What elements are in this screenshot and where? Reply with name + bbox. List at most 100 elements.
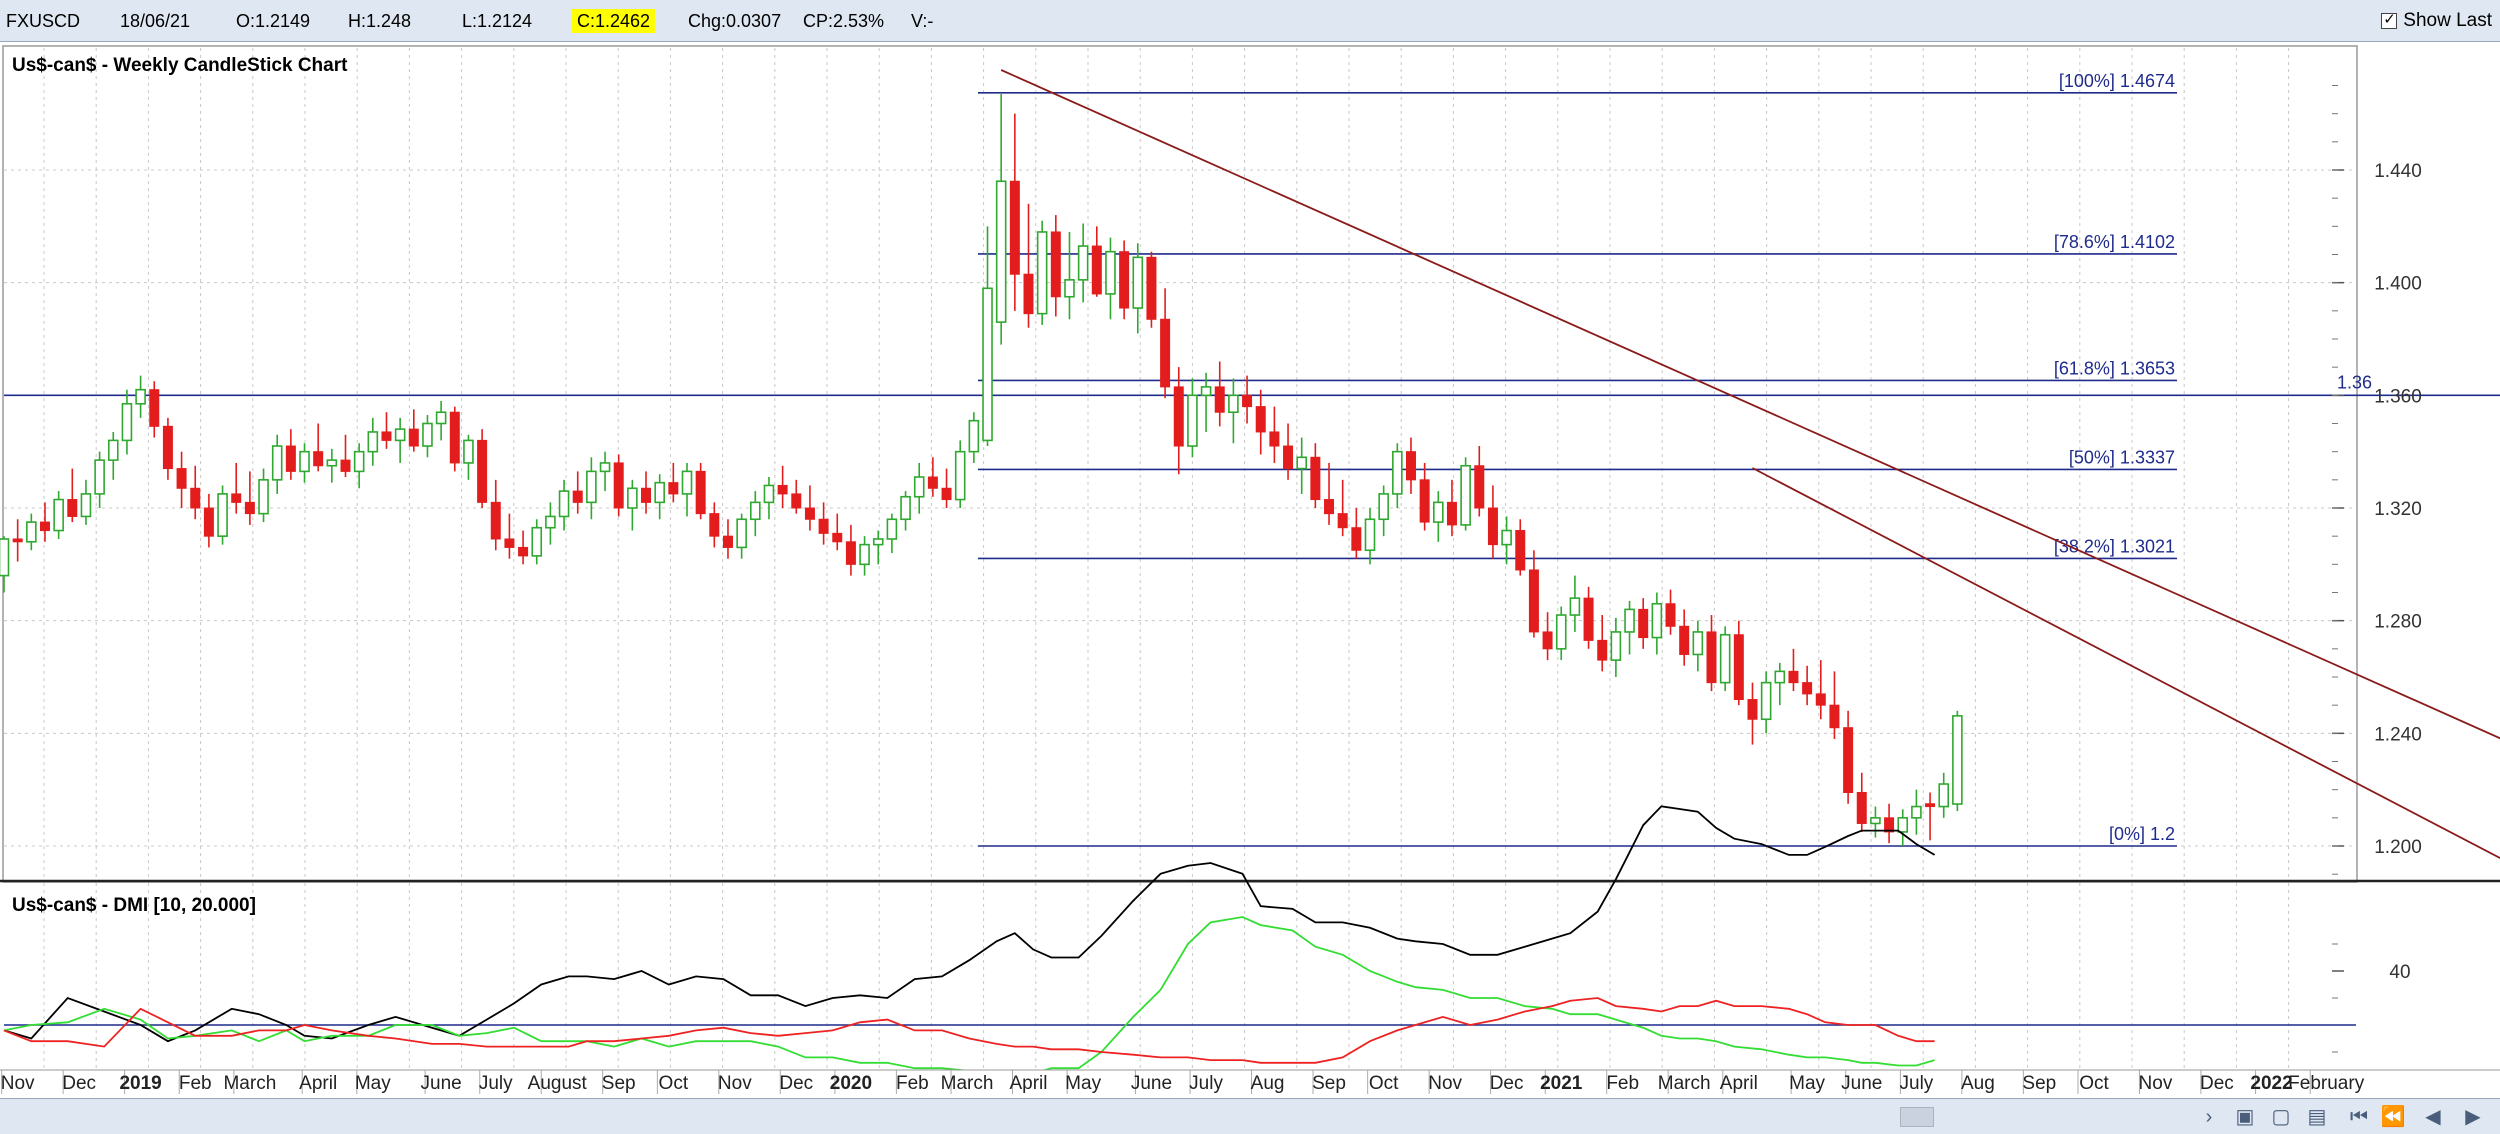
candle-body-up [463, 439, 474, 464]
candle-body-up [1187, 394, 1198, 447]
candle-body-down [1255, 406, 1266, 433]
dmi-minus-di-line [3, 997, 1935, 1064]
price-chart-title: Us$-can$ - Weekly CandleStick Chart [12, 55, 348, 76]
candle-body-up [1911, 805, 1922, 819]
time-tick-label: Feb [896, 1073, 929, 1094]
candle-body-up [954, 450, 966, 501]
candle-body-up [968, 419, 980, 453]
candle-body-down [162, 425, 173, 470]
candle-body-down [244, 501, 255, 515]
time-tick-label: Sep [602, 1073, 636, 1094]
quote-toolbar: FXUSCD 18/06/21 O:1.2149 H:1.248 L:1.212… [0, 0, 2500, 42]
time-tick-label: Nov [718, 1073, 752, 1094]
candle-body-down [668, 482, 679, 495]
fib-level-label: [100%] 1.4674 [2059, 71, 2175, 91]
candle-body-up [107, 439, 119, 461]
time-tick-label: July [1189, 1073, 1223, 1094]
fibonacci-levels: [100%] 1.4674 [78.6%] 1.4102 [61.8%] 1.365… [978, 71, 2177, 847]
symbol-label: FXUSCD [6, 11, 81, 31]
time-tick-label: 2019 [119, 1073, 161, 1094]
chart-background [0, 42, 2500, 1098]
show-last-toggle[interactable]: Show Last [2381, 9, 2492, 33]
price-tick-label: 1.440 [2374, 161, 2422, 182]
candle-body-up [1952, 715, 1963, 805]
time-tick-label: July [479, 1073, 513, 1094]
candle-body-down [1269, 431, 1280, 447]
candle-body-down [449, 411, 460, 464]
candle-body-up [1392, 450, 1403, 495]
high-label: H:1.248 [348, 11, 412, 31]
candle-body-down [709, 513, 720, 537]
candle-body-up [627, 487, 638, 509]
candlesticks [0, 93, 1963, 846]
candle-body-down [408, 428, 419, 447]
candle-body-up [586, 470, 597, 504]
candle-body-up [1433, 501, 1444, 523]
candle-body-up [94, 459, 105, 495]
trend-channel[interactable] [1000, 69, 2500, 867]
candle-body-up [982, 287, 993, 442]
candle-body-down [1638, 608, 1649, 639]
time-tick-label: April [1720, 1073, 1758, 1094]
candle-body-up [886, 518, 898, 540]
time-tick-label: May [1789, 1073, 1825, 1094]
zoom-in-icon[interactable]: ▣ [2235, 1106, 2255, 1128]
candle-body-down [176, 468, 187, 489]
next-bar-icon[interactable]: ▶ [2465, 1106, 2481, 1128]
candle-body-up [913, 476, 925, 498]
candle-body-down [1173, 386, 1184, 447]
dmi-plus-di-line [3, 916, 1935, 1075]
candle-body-down [1679, 625, 1690, 655]
time-tick-label: May [1065, 1073, 1101, 1094]
candle-body-down [504, 538, 515, 548]
candle-body-down [791, 493, 802, 509]
first-bar-icon[interactable]: ⏮ [2350, 1106, 2368, 1128]
candle-body-up [217, 493, 228, 537]
time-scrollbar[interactable]: › ▣ ▢ ▤ ⏮ ⏪ ◀ ▶ [0, 1098, 2500, 1134]
candle-body-up [1870, 817, 1881, 825]
time-tick-label: June [1841, 1073, 1882, 1094]
time-tick-label: Dec [2200, 1073, 2234, 1094]
candle-body-down [1023, 273, 1034, 315]
candle-body-up [995, 180, 1007, 323]
candle-body-up [859, 543, 870, 566]
candle-body-down [1310, 456, 1321, 501]
time-tick-label: 2022 [2250, 1073, 2292, 1094]
candle-body-up [1200, 386, 1212, 397]
candle-body-down [1515, 530, 1526, 571]
candle-body-down [1242, 394, 1253, 408]
candle-body-up [1569, 597, 1581, 616]
fit-icon[interactable]: ▤ [2307, 1106, 2327, 1128]
candle-body-down [1925, 803, 1936, 808]
candle-body-down [1665, 603, 1676, 627]
candle-body-up [763, 484, 775, 504]
candle-body-down [818, 518, 829, 534]
time-tick-label: February [2288, 1073, 2365, 1094]
time-tick-label: Aug [1251, 1073, 1285, 1094]
change-label: Chg:0.0307 [688, 11, 782, 31]
candle-body-down [777, 484, 788, 495]
scroll-right-arrow-icon[interactable]: › [2205, 1106, 2213, 1128]
prev-bar-icon[interactable]: ◀ [2425, 1106, 2441, 1128]
chart-area[interactable]: [100%] 1.4674 [78.6%] 1.4102 [61.8%] 1.365… [0, 42, 2500, 1098]
candle-body-up [749, 501, 761, 521]
candle-body-up [1077, 245, 1089, 281]
candle-body-up [599, 462, 611, 473]
time-tick-label: April [299, 1073, 337, 1094]
candle-body-up [271, 445, 283, 481]
candle-body-down [149, 389, 160, 427]
candle-body-down [1009, 180, 1020, 275]
candle-body-up [80, 493, 92, 518]
scroll-thumb[interactable] [1900, 1107, 1934, 1127]
channel-upper-line[interactable] [1000, 69, 2500, 776]
candle-body-up [1651, 602, 1663, 639]
candle-body-down [1146, 256, 1157, 320]
channel-lower-line[interactable] [1752, 467, 2500, 867]
zoom-out-icon[interactable]: ▢ [2271, 1106, 2291, 1128]
time-tick-label: July [1900, 1073, 1934, 1094]
change-percent-label: CP:2.53% [803, 11, 885, 31]
show-last-checkbox[interactable] [2381, 10, 2398, 29]
candle-body-up [53, 498, 64, 532]
page-back-icon[interactable]: ⏪ [2380, 1106, 2406, 1128]
dmi-adx-line [3, 805, 1936, 1043]
